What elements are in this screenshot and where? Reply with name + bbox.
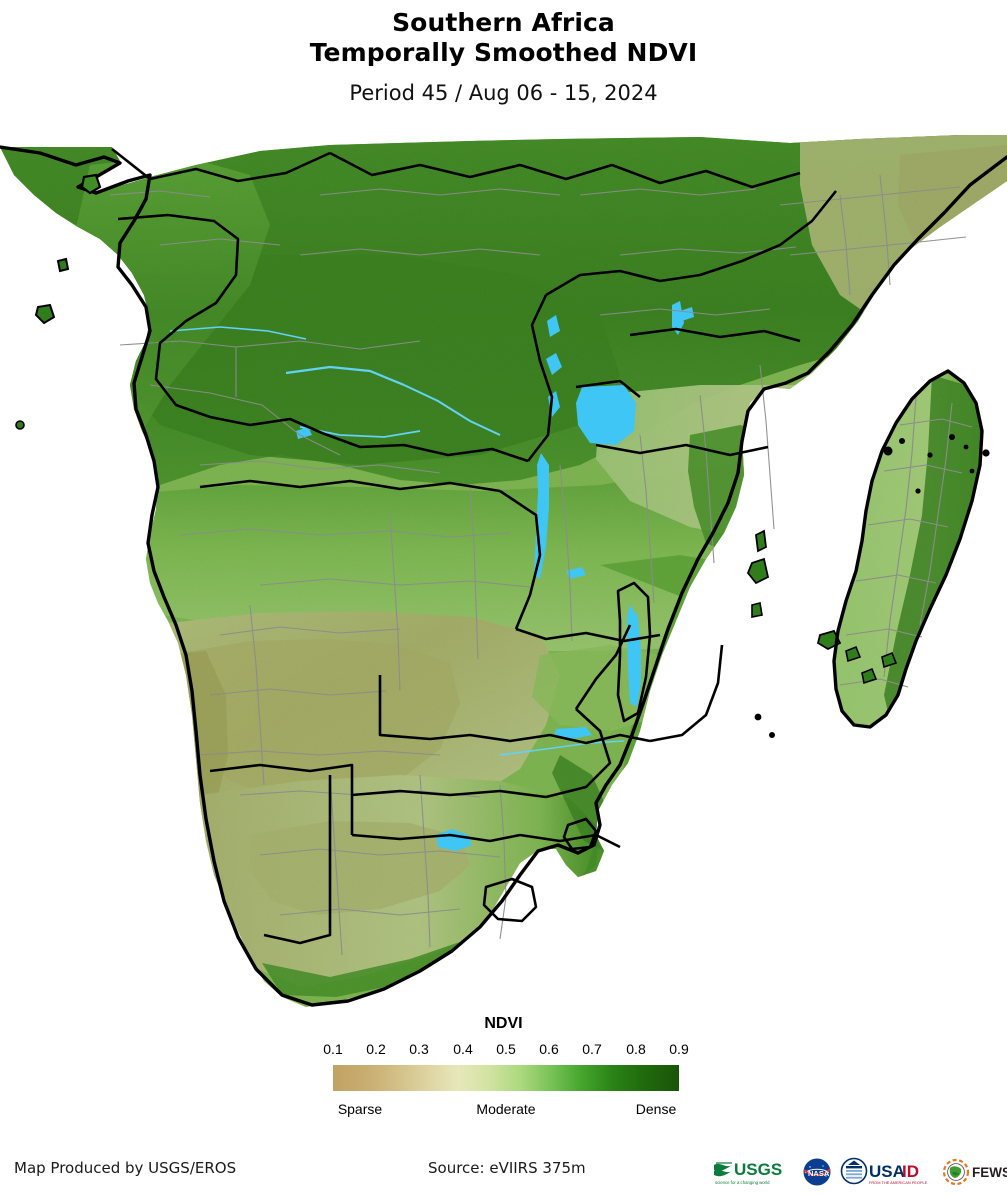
island-pemba bbox=[755, 529, 767, 553]
ubangi-river bbox=[169, 326, 307, 340]
producer-credit: Map Produced by USGS/EROS bbox=[14, 1159, 237, 1177]
country-borders bbox=[111, 147, 838, 945]
map-footer: Map Produced by USGS/EROS Source: eVIIRS… bbox=[0, 1150, 1007, 1195]
page-title-line-2: Temporally Smoothed NDVI bbox=[309, 38, 698, 67]
legend-tick-2: 0.3 bbox=[409, 1041, 429, 1057]
island-annobon bbox=[15, 420, 25, 430]
page-title-line-1: Southern Africa bbox=[392, 8, 615, 37]
nasa-wordmark: NASA bbox=[808, 1169, 830, 1178]
usaid-seal bbox=[840, 1157, 868, 1185]
legend-tick-5: 0.6 bbox=[539, 1041, 559, 1057]
island-bioko bbox=[80, 173, 102, 195]
legend-tick-0: 0.1 bbox=[323, 1041, 343, 1057]
legend-tick-3: 0.4 bbox=[453, 1041, 473, 1057]
islands bbox=[15, 173, 990, 738]
lake-edward bbox=[546, 353, 562, 375]
legend-color-ramp bbox=[333, 1065, 679, 1091]
legend-band-sparse: Sparse bbox=[337, 1101, 383, 1117]
nasa-swoosh bbox=[803, 1168, 831, 1177]
madagascar-admin-boundaries bbox=[839, 396, 973, 688]
page-subtitle: Period 45 / Aug 06 - 15, 2024 bbox=[349, 81, 658, 105]
fewsnet-globe-icon bbox=[942, 1158, 970, 1186]
ndvi-map[interactable] bbox=[0, 135, 1007, 1015]
legend-tick-1: 0.2 bbox=[366, 1041, 386, 1057]
nasa-meatball bbox=[803, 1158, 831, 1186]
usgs-tagline: science for a changing world bbox=[715, 1180, 770, 1185]
legend-band-dense: Dense bbox=[635, 1101, 677, 1117]
usgs-logo: USGS science for a changing world bbox=[712, 1157, 794, 1187]
legend-title: NDVI bbox=[484, 1015, 523, 1032]
island-zanzibar bbox=[746, 557, 770, 585]
lake-mweru bbox=[566, 567, 586, 579]
usaid-logo: USA ID FROM THE AMERICAN PEOPLE bbox=[840, 1157, 936, 1187]
islands-mozambique-channel bbox=[754, 713, 775, 738]
usgs-wave-mark bbox=[714, 1162, 732, 1177]
lake-tanganyika bbox=[534, 453, 549, 579]
water-bodies bbox=[169, 301, 694, 851]
usaid-wordmark: USA bbox=[869, 1162, 905, 1181]
island-sao-tome bbox=[34, 303, 56, 325]
ndvi-legend: NDVI 0.1 0.2 0.3 0.4 0.5 0.6 0.7 0.8 0.9… bbox=[0, 1015, 1007, 1125]
congo-river-lower bbox=[403, 384, 501, 436]
lake-albert bbox=[547, 315, 560, 337]
legend-tick-6: 0.7 bbox=[582, 1041, 602, 1057]
nasa-logo: NASA bbox=[800, 1157, 834, 1187]
lake-turkana bbox=[672, 301, 684, 335]
lake-mai-ndombe bbox=[296, 427, 312, 439]
lake-kariba bbox=[554, 727, 592, 739]
coastline bbox=[0, 145, 1007, 1007]
legend-tick-4: 0.5 bbox=[496, 1041, 516, 1057]
island-mafia bbox=[751, 602, 763, 618]
data-source-text: Source: eVIIRS 375m bbox=[428, 1159, 586, 1177]
islands-small-north bbox=[883, 434, 990, 494]
legend-band-moderate: Moderate bbox=[476, 1101, 536, 1117]
usgs-wordmark: USGS bbox=[734, 1160, 782, 1179]
lake-malawi bbox=[627, 605, 641, 707]
fewsnet-logo: FEWS NET bbox=[942, 1157, 1007, 1187]
agency-logos: USGS science for a changing world NASA bbox=[712, 1152, 1007, 1192]
zambezi-river bbox=[499, 740, 625, 756]
madagascar-coastline bbox=[832, 369, 984, 729]
lake-victoria bbox=[576, 385, 636, 445]
legend-band-labels: Sparse Moderate Dense bbox=[311, 1101, 701, 1121]
legend-tick-7: 0.8 bbox=[626, 1041, 646, 1057]
legend-tick-labels: 0.1 0.2 0.3 0.4 0.5 0.6 0.7 0.8 0.9 bbox=[311, 1041, 701, 1059]
fewsnet-wordmark: FEWS NET bbox=[972, 1165, 1007, 1180]
island-principe bbox=[56, 257, 70, 273]
usaid-tagline: FROM THE AMERICAN PEOPLE bbox=[869, 1180, 928, 1185]
map-header: Southern Africa Temporally Smoothed NDVI… bbox=[0, 0, 1007, 106]
legend-tick-8: 0.9 bbox=[669, 1041, 689, 1057]
usaid-wordmark-id: ID bbox=[902, 1162, 919, 1181]
congo-river bbox=[285, 365, 405, 387]
lake-small-ne bbox=[680, 307, 694, 321]
